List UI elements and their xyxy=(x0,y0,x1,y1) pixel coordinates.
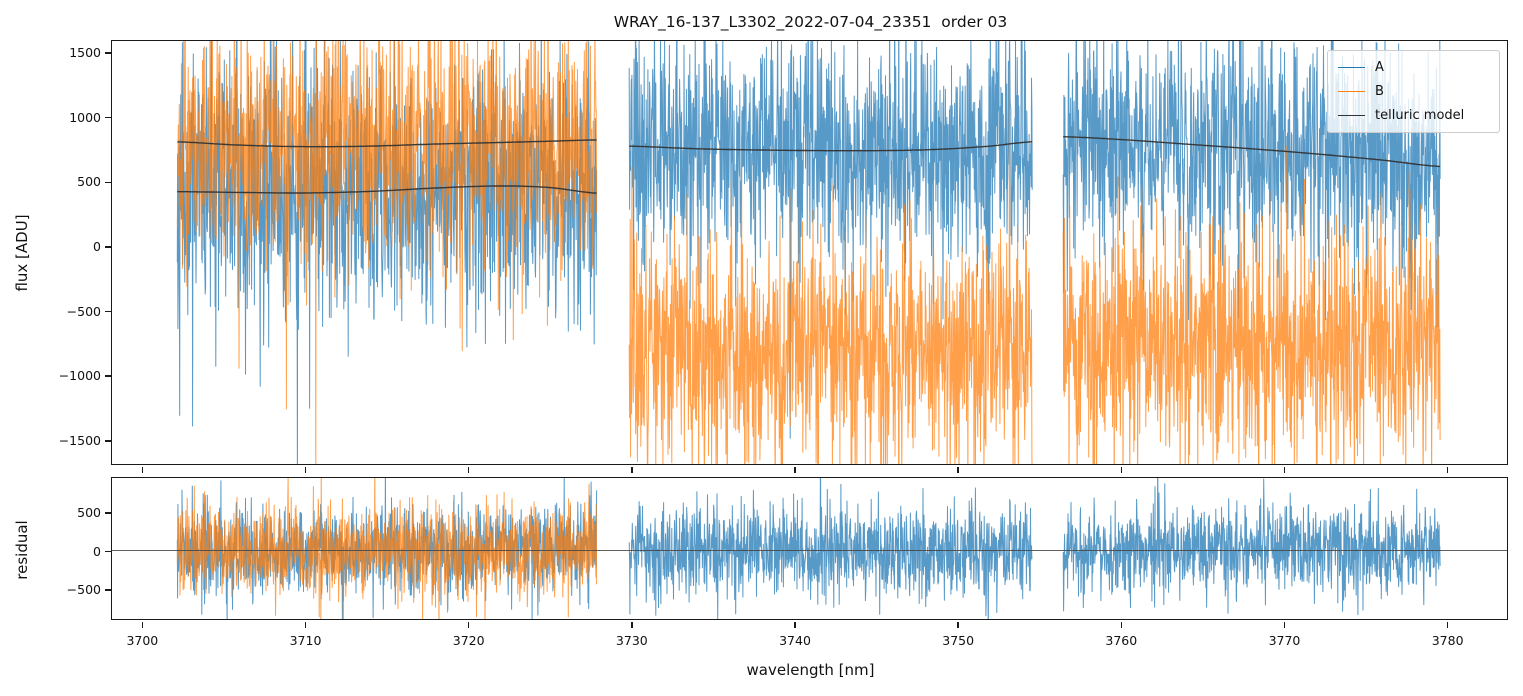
plot-title: WRAY_16-137_L3302_2022-07-04_23351 order… xyxy=(613,13,1008,31)
y-tick xyxy=(105,440,112,442)
y-tick-label: −500 xyxy=(66,581,101,597)
x-tick xyxy=(794,621,796,628)
x-tick-label: 3730 xyxy=(615,633,648,648)
x-tick-label: 3740 xyxy=(779,633,811,648)
x-tick xyxy=(631,621,633,628)
residual-panel xyxy=(111,477,1509,621)
y-tick-label: −500 xyxy=(66,303,101,319)
legend-item-telluric: telluric model xyxy=(1338,108,1489,123)
legend-swatch-telluric xyxy=(1338,114,1365,116)
x-tick xyxy=(141,621,144,628)
legend-label-a: A xyxy=(1375,60,1384,76)
x-tick-label: 3720 xyxy=(452,633,485,648)
y-tick xyxy=(105,181,112,184)
x-tick xyxy=(957,466,959,473)
legend: A B telluric model xyxy=(1327,50,1500,133)
x-tick-label: 3780 xyxy=(1431,633,1464,648)
y-tick xyxy=(105,116,112,119)
y-tick xyxy=(105,589,112,591)
y-tick xyxy=(105,550,112,553)
x-tick xyxy=(304,466,307,473)
y-tick-label: 500 xyxy=(77,505,101,521)
y-tick-label: 0 xyxy=(93,238,101,254)
x-tick xyxy=(304,621,307,628)
flux-panel xyxy=(111,40,1509,466)
y-tick-label: 0 xyxy=(93,543,101,559)
y-tick-label: −1500 xyxy=(58,432,101,448)
legend-item-a: A xyxy=(1338,60,1489,75)
x-tick xyxy=(467,621,470,628)
y-tick xyxy=(105,310,112,313)
x-tick xyxy=(1120,621,1123,628)
y-tick xyxy=(105,52,112,54)
x-tick xyxy=(1446,466,1449,473)
flux-plot-svg xyxy=(177,41,1441,465)
y-tick-label: 500 xyxy=(77,174,101,190)
x-tick xyxy=(1283,621,1286,628)
x-tick xyxy=(1446,621,1449,628)
x-tick xyxy=(1120,466,1123,473)
y-tick-label: 1500 xyxy=(69,44,101,60)
x-tick xyxy=(957,621,959,628)
y-tick xyxy=(105,375,112,378)
x-tick xyxy=(141,466,144,473)
x-axis-label: wavelength [nm] xyxy=(746,661,875,679)
y-tick-label: 1000 xyxy=(69,109,101,125)
legend-swatch-a xyxy=(1338,67,1365,69)
x-tick-label: 3710 xyxy=(289,633,322,648)
legend-swatch-b xyxy=(1338,90,1365,92)
x-tick-label: 3770 xyxy=(1268,633,1301,648)
residual-plot-svg xyxy=(112,478,1508,620)
x-tick xyxy=(1283,466,1286,473)
x-tick-label: 3760 xyxy=(1105,633,1138,648)
x-tick xyxy=(467,466,470,473)
legend-label-b: B xyxy=(1375,83,1384,99)
y-tick xyxy=(105,246,112,248)
legend-label-telluric: telluric model xyxy=(1375,107,1465,123)
y-tick-label: −1000 xyxy=(58,368,101,384)
x-tick xyxy=(631,466,633,473)
legend-item-b: B xyxy=(1338,84,1489,99)
y-tick xyxy=(105,512,112,514)
x-tick-label: 3700 xyxy=(126,633,159,648)
x-tick xyxy=(794,466,796,473)
x-tick-label: 3750 xyxy=(942,633,975,648)
